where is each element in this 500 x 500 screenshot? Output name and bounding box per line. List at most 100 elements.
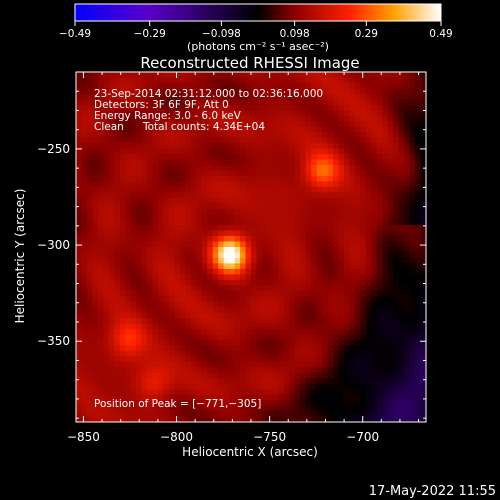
heatmap-pixel bbox=[409, 175, 416, 182]
heatmap-pixel bbox=[207, 394, 214, 401]
heatmap-pixel bbox=[190, 197, 197, 204]
heatmap-pixel bbox=[212, 126, 219, 133]
heatmap-pixel bbox=[179, 372, 186, 379]
heatmap-pixel bbox=[360, 411, 367, 418]
heatmap-pixel bbox=[185, 186, 192, 193]
heatmap-pixel bbox=[333, 154, 340, 161]
heatmap-pixel bbox=[365, 334, 372, 341]
heatmap-pixel bbox=[179, 93, 186, 100]
heatmap-pixel bbox=[376, 99, 383, 106]
heatmap-pixel bbox=[382, 263, 389, 270]
heatmap-pixel bbox=[218, 99, 225, 106]
heatmap-pixel bbox=[251, 350, 258, 357]
heatmap-pixel bbox=[360, 345, 367, 352]
heatmap-pixel bbox=[382, 77, 389, 84]
heatmap-pixel bbox=[409, 132, 416, 139]
heatmap-pixel bbox=[354, 367, 361, 374]
heatmap-pixel bbox=[338, 334, 345, 341]
heatmap-pixel bbox=[415, 154, 422, 161]
heatmap-pixel bbox=[365, 104, 372, 111]
heatmap-pixel bbox=[261, 126, 269, 133]
heatmap-pixel bbox=[261, 115, 269, 122]
heatmap-pixel bbox=[294, 339, 301, 347]
heatmap-pixel bbox=[212, 405, 219, 412]
heatmap-pixel bbox=[168, 170, 176, 177]
heatmap-pixel bbox=[81, 290, 88, 297]
heatmap-pixel bbox=[174, 72, 181, 79]
heatmap-pixel bbox=[272, 394, 279, 401]
heatmap-pixel bbox=[311, 77, 318, 84]
heatmap-pixel bbox=[174, 192, 181, 199]
heatmap-pixel bbox=[158, 99, 165, 106]
heatmap-pixel bbox=[371, 411, 378, 418]
axis-ticks: −850 −800 −750 −700−250−300−350 bbox=[37, 71, 426, 444]
heatmap-pixel bbox=[119, 257, 126, 265]
heatmap-pixel bbox=[360, 181, 367, 188]
heatmap-pixel bbox=[420, 110, 426, 117]
heatmap-pixel bbox=[338, 192, 345, 199]
heatmap-pixel bbox=[168, 367, 176, 374]
heatmap-pixel bbox=[305, 339, 312, 347]
heatmap-pixel bbox=[278, 159, 285, 166]
heatmap-pixel bbox=[333, 225, 340, 232]
heatmap-pixel bbox=[311, 203, 318, 210]
heatmap-pixel bbox=[147, 378, 154, 385]
heatmap-pixel bbox=[207, 175, 214, 182]
heatmap-pixel bbox=[311, 132, 318, 139]
heatmap-pixel bbox=[289, 383, 296, 390]
heatmap-pixel bbox=[125, 361, 132, 368]
heatmap-pixel bbox=[371, 148, 378, 155]
heatmap-pixel bbox=[245, 241, 252, 248]
heatmap-pixel bbox=[174, 143, 181, 150]
heatmap-pixel bbox=[190, 372, 197, 379]
heatmap-pixel bbox=[267, 274, 274, 281]
heatmap-pixel bbox=[223, 350, 230, 357]
heatmap-pixel bbox=[283, 345, 290, 352]
heatmap-pixel bbox=[294, 411, 301, 418]
heatmap-pixel bbox=[223, 236, 230, 243]
heatmap-pixel bbox=[393, 99, 400, 106]
heatmap-pixel bbox=[316, 367, 323, 374]
heatmap-pixel bbox=[415, 367, 422, 374]
heatmap-pixel bbox=[415, 285, 422, 292]
heatmap-pixel bbox=[415, 383, 422, 390]
heatmap-pixel bbox=[311, 88, 318, 95]
heatmap-pixel bbox=[387, 164, 394, 172]
heatmap-pixel bbox=[278, 312, 285, 319]
heatmap-pixel bbox=[393, 257, 400, 265]
heatmap-pixel bbox=[338, 416, 345, 422]
heatmap-pixel bbox=[409, 104, 416, 111]
heatmap-pixel bbox=[256, 170, 263, 177]
heatmap-pixel bbox=[360, 389, 367, 396]
heatmap-pixel bbox=[223, 367, 230, 374]
heatmap-pixel bbox=[245, 389, 252, 396]
heatmap-pixel bbox=[125, 411, 132, 418]
heatmap-pixel bbox=[152, 394, 159, 401]
heatmap-pixel bbox=[218, 72, 225, 79]
heatmap-pixel bbox=[354, 345, 361, 352]
heatmap-pixel bbox=[212, 285, 219, 292]
heatmap-pixel bbox=[393, 132, 400, 139]
heatmap-pixel bbox=[376, 416, 383, 422]
heatmap-pixel bbox=[223, 192, 230, 199]
heatmap-pixel bbox=[272, 361, 279, 368]
heatmap-pixel bbox=[136, 257, 143, 265]
heatmap-pixel bbox=[141, 164, 148, 172]
heatmap-pixel bbox=[141, 252, 148, 259]
heatmap-pixel bbox=[333, 159, 340, 166]
heatmap-pixel bbox=[103, 378, 110, 385]
heatmap-pixel bbox=[103, 350, 110, 357]
heatmap-pixel bbox=[92, 400, 99, 407]
heatmap-pixel bbox=[201, 93, 208, 100]
heatmap-pixel bbox=[245, 312, 252, 319]
heatmap-pixel bbox=[240, 257, 247, 265]
heatmap-pixel bbox=[223, 121, 230, 128]
heatmap-pixel bbox=[311, 274, 318, 281]
heatmap-pixel bbox=[360, 372, 367, 379]
heatmap-pixel bbox=[338, 115, 345, 122]
heatmap-pixel bbox=[86, 263, 94, 270]
heatmap-pixel bbox=[114, 225, 121, 232]
heatmap-pixel bbox=[168, 197, 176, 204]
heatmap-pixel bbox=[261, 77, 269, 84]
heatmap-pixel bbox=[125, 110, 132, 117]
